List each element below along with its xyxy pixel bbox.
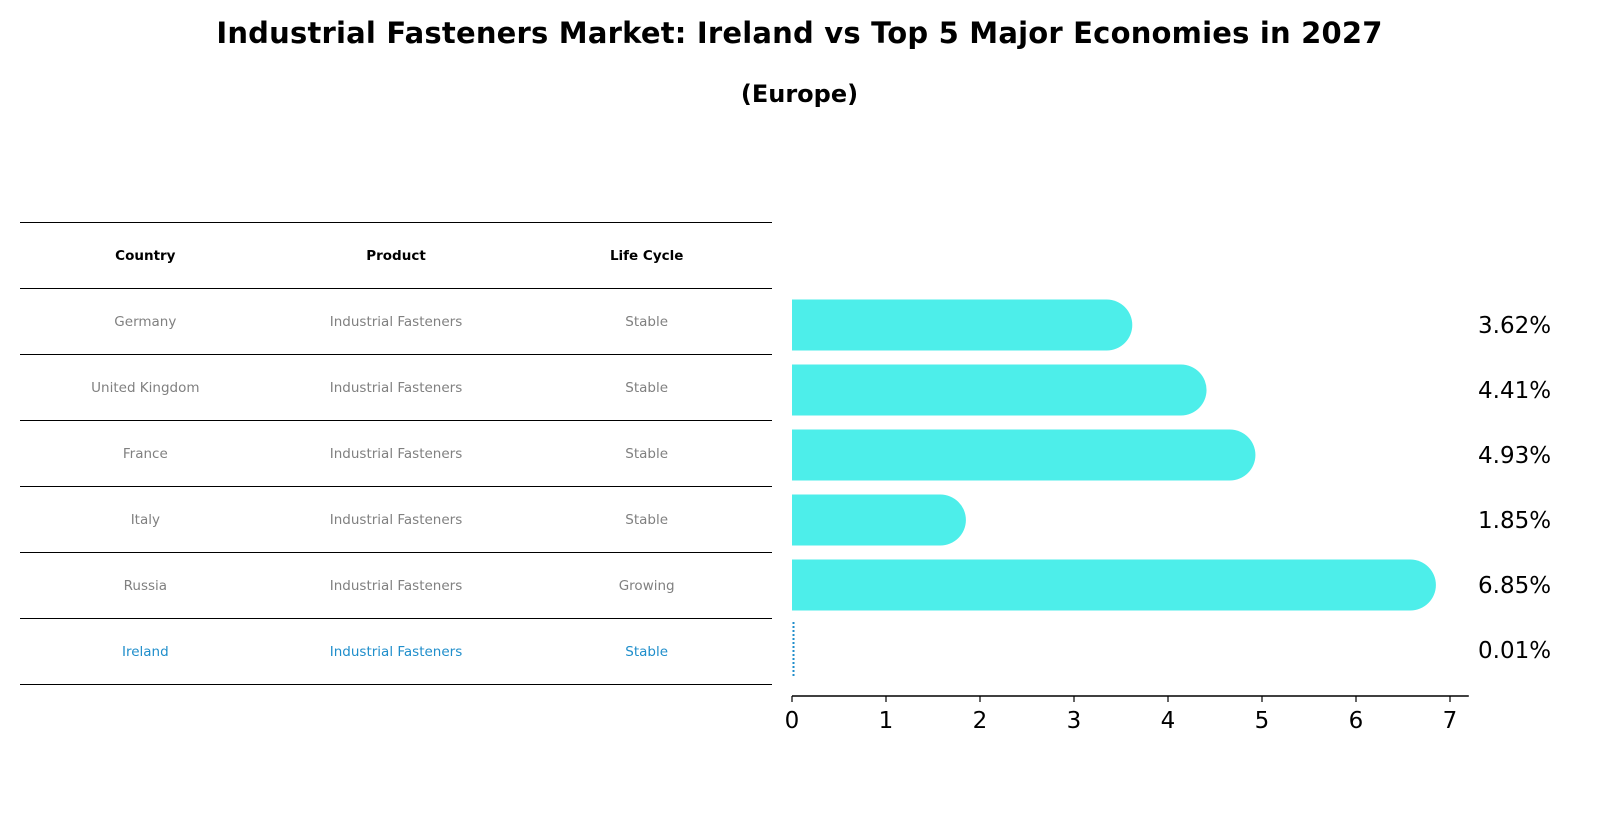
table-rule [20, 552, 772, 553]
cell-country: Italy [130, 511, 160, 528]
data-table: Country Product Life Cycle Germany Indus… [20, 222, 772, 685]
value-label: 6.85% [1478, 573, 1551, 599]
bar-italy [792, 494, 966, 546]
table-row-highlighted: Ireland Industrial Fasteners Stable [20, 619, 772, 684]
table-rule [20, 288, 772, 289]
header-life-cycle: Life Cycle [609, 247, 684, 264]
cell-country: France [122, 445, 168, 462]
cell-product: Industrial Fasteners [329, 445, 463, 462]
value-label: 0.01% [1478, 638, 1551, 664]
bar-france [792, 429, 1256, 481]
x-tick-label: 0 [785, 708, 800, 734]
table-header-row: Country Product Life Cycle [20, 223, 772, 288]
cell-life-cycle: Stable [625, 379, 669, 396]
table-row: Germany Industrial Fasteners Stable [20, 289, 772, 354]
cell-country: United Kingdom [91, 379, 200, 396]
table-row: Russia Industrial Fasteners Growing [20, 553, 772, 618]
x-tick-label: 7 [1443, 708, 1458, 734]
cell-country: Russia [123, 577, 168, 594]
cell-life-cycle: Stable [625, 643, 669, 660]
x-tick-label: 3 [1067, 708, 1082, 734]
cell-product: Industrial Fasteners [329, 511, 463, 528]
value-label: 4.41% [1478, 378, 1551, 404]
cell-country: Ireland [121, 643, 169, 660]
cell-product: Industrial Fasteners [329, 379, 463, 396]
bar-united-kingdom [792, 364, 1207, 416]
chart-title: Industrial Fasteners Market: Ireland vs … [216, 16, 1383, 50]
x-tick-label: 5 [1255, 708, 1270, 734]
table-rule [20, 222, 772, 223]
x-tick-label: 4 [1161, 708, 1176, 734]
cell-life-cycle: Stable [625, 511, 669, 528]
cell-life-cycle: Stable [625, 313, 669, 330]
cell-product: Industrial Fasteners [329, 643, 463, 660]
value-label: 3.62% [1478, 313, 1551, 339]
bar-russia [792, 559, 1436, 611]
value-label: 4.93% [1478, 443, 1551, 469]
cell-life-cycle: Growing [618, 577, 675, 594]
x-tick-label: 1 [879, 708, 894, 734]
bar-germany [792, 299, 1133, 351]
table-rule [20, 486, 772, 487]
x-tick-label: 2 [973, 708, 988, 734]
table-row: France Industrial Fasteners Stable [20, 421, 772, 486]
table-rule [20, 354, 772, 355]
cell-product: Industrial Fasteners [329, 577, 463, 594]
table-rule [20, 684, 772, 685]
header-product: Product [366, 247, 426, 264]
table-row: United Kingdom Industrial Fasteners Stab… [20, 355, 772, 420]
cell-country: Germany [114, 313, 177, 330]
cell-life-cycle: Stable [625, 445, 669, 462]
chart-subtitle: (Europe) [740, 80, 859, 108]
table-rule [20, 420, 772, 421]
table-row: Italy Industrial Fasteners Stable [20, 487, 772, 552]
cell-product: Industrial Fasteners [329, 313, 463, 330]
table-rule [20, 618, 772, 619]
value-label: 1.85% [1478, 508, 1551, 534]
header-country: Country [115, 247, 176, 264]
x-tick-label: 6 [1349, 708, 1364, 734]
